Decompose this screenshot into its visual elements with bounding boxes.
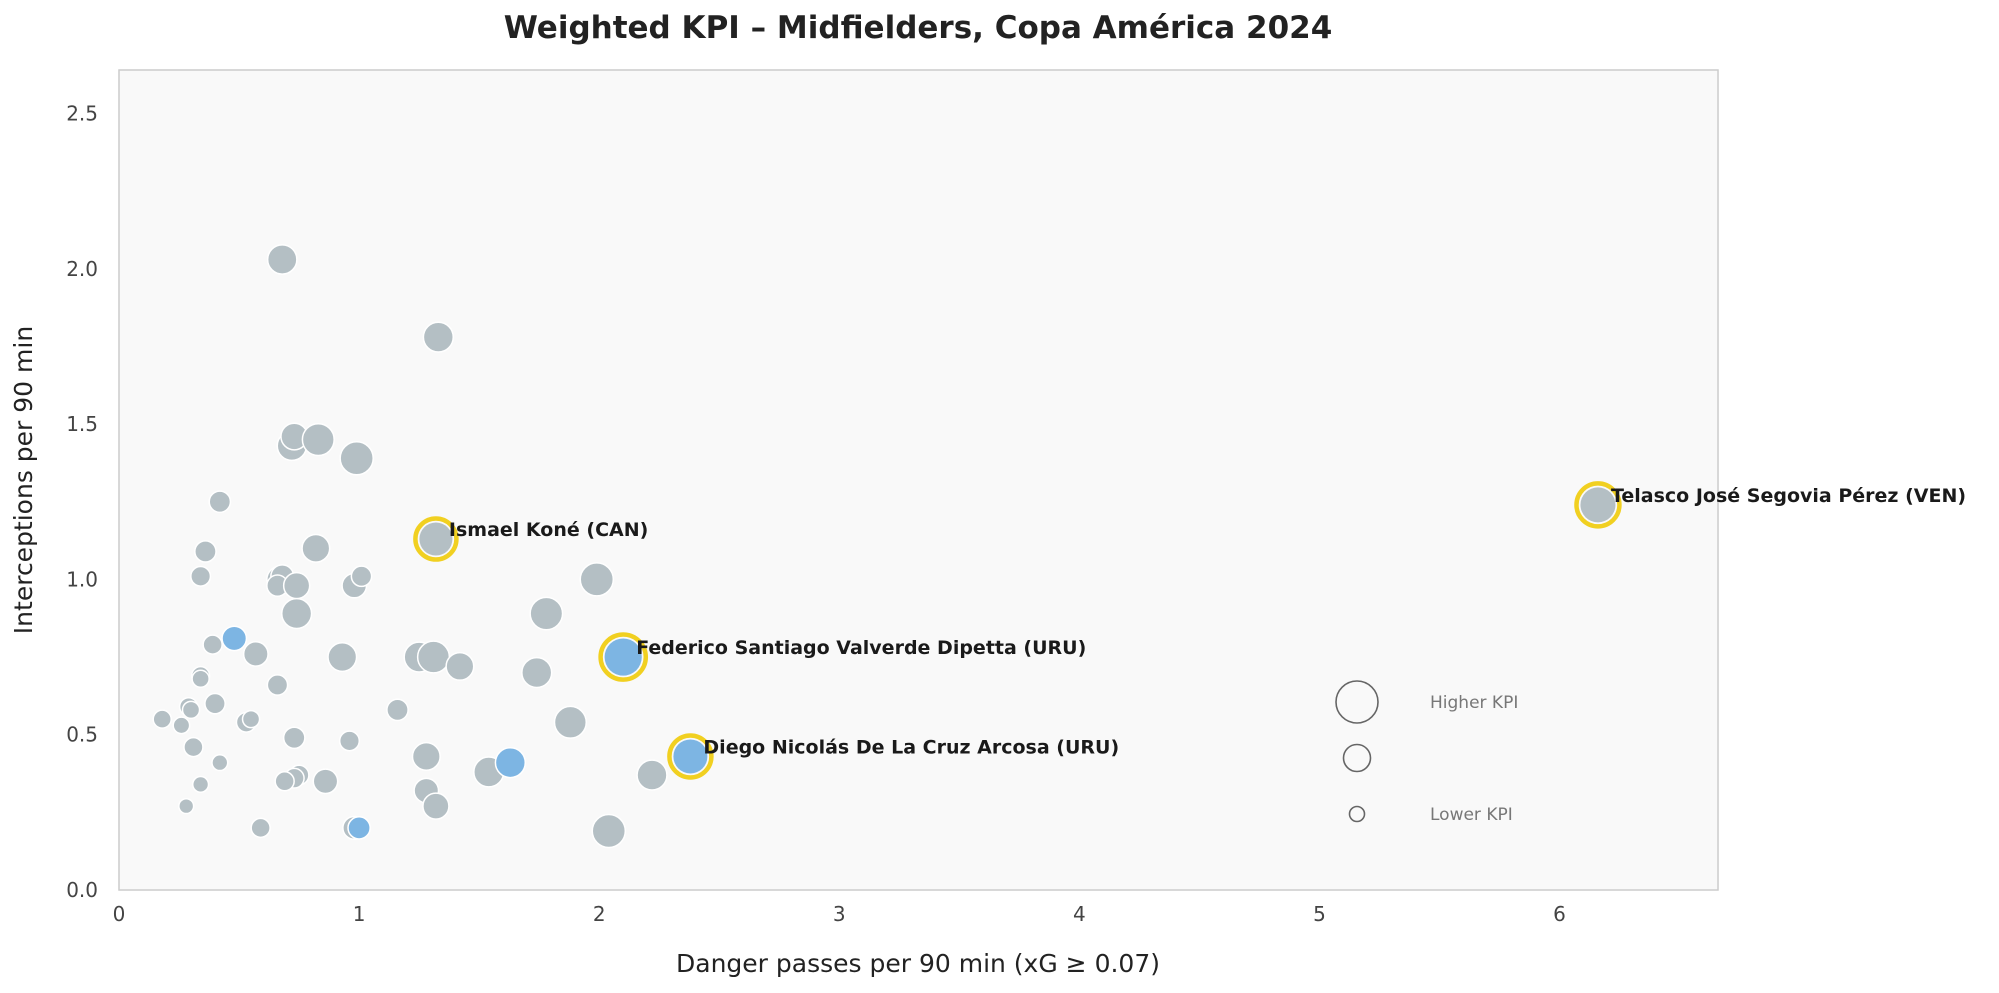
y-tick-label: 1.5 [66, 412, 98, 436]
data-point [242, 640, 269, 667]
y-axis: 0.0 0.5 1.0 1.5 2.0 2.5 [66, 101, 98, 902]
highlighted-players: Telasco José Segovia Pérez (VEN) Ismael K… [413, 481, 1966, 780]
x-tick-label: 6 [1553, 902, 1566, 926]
plot-area [118, 69, 1719, 891]
data-point [204, 692, 226, 715]
player-annotation: Diego Nicolás De La Cruz Arcosa (URU) [703, 736, 1119, 758]
x-axis: 0 1 2 3 4 5 6 [113, 902, 1566, 926]
data-point [350, 565, 373, 588]
data-point [190, 565, 212, 587]
data-point [266, 674, 289, 696]
highlight-ring [1574, 481, 1622, 529]
data-point [208, 490, 232, 514]
legend-label: Higher KPI [1430, 693, 1518, 713]
data-point [266, 244, 298, 275]
y-tick-label: 0.5 [66, 723, 98, 747]
data-point [338, 730, 361, 752]
data-point [529, 596, 564, 631]
legend-marker [1342, 743, 1372, 773]
data-point [181, 700, 201, 720]
data-point [282, 571, 311, 600]
data-point [274, 771, 295, 792]
highlight-ring [413, 516, 459, 562]
data-point [422, 321, 454, 353]
data-point [422, 792, 450, 820]
data-point [211, 754, 229, 772]
data-point [191, 669, 210, 689]
data-point [280, 597, 313, 630]
data-point [386, 698, 409, 722]
highlighted-point [1580, 487, 1616, 523]
data-point [339, 440, 374, 476]
highlighted-point [673, 739, 708, 774]
highlighted-point [604, 638, 642, 676]
data-point [416, 640, 451, 674]
legend-marker [1335, 680, 1379, 724]
x-tick-label: 2 [593, 902, 606, 926]
player-annotation: Telasco José Segovia Pérez (VEN) [1611, 485, 1966, 507]
highlighted-point [419, 522, 453, 556]
legend-label: Lower KPI [1430, 805, 1513, 825]
x-tick-label: 4 [1073, 902, 1086, 926]
data-point [553, 705, 587, 739]
y-tick-label: 2.0 [66, 257, 98, 281]
data-point [178, 797, 195, 815]
highlight-ring [598, 632, 649, 682]
data-point [241, 709, 261, 729]
size-legend: Higher KPI Lower KPI [1335, 680, 1518, 825]
data-point [202, 634, 223, 655]
data-point [192, 775, 210, 794]
data-point [172, 716, 191, 735]
highlight-ring [667, 733, 714, 780]
data-point [445, 651, 475, 681]
legend-marker [1348, 805, 1366, 823]
y-tick-label: 0.0 [66, 878, 98, 902]
data-point [301, 533, 331, 563]
data-point [494, 746, 527, 779]
x-tick-label: 3 [833, 902, 846, 926]
data-point [183, 736, 204, 758]
x-tick-label: 0 [113, 902, 126, 926]
x-tick-label: 1 [353, 902, 366, 926]
player-annotation: Ismael Koné (CAN) [449, 519, 648, 541]
data-point [591, 813, 627, 849]
data-point [301, 422, 335, 457]
data-point [327, 642, 358, 673]
data-point [250, 817, 271, 839]
data-point [194, 540, 217, 563]
chart-title: Weighted KPI – Midfielders, Copa América… [504, 10, 1333, 46]
data-point [221, 625, 248, 652]
x-tick-label: 5 [1313, 902, 1326, 926]
y-tick-label: 2.5 [66, 101, 98, 125]
data-point [579, 562, 615, 597]
data-point [411, 741, 441, 771]
x-axis-label: Danger passes per 90 min (xG ≥ 0.07) [676, 949, 1160, 978]
data-points [152, 244, 668, 849]
y-axis-label: Interceptions per 90 min [9, 326, 38, 634]
data-point [347, 816, 371, 840]
data-point [152, 709, 172, 729]
data-point [312, 768, 339, 795]
y-tick-label: 1.0 [66, 567, 98, 591]
data-point [282, 726, 306, 750]
data-point [521, 656, 553, 689]
player-annotation: Federico Santiago Valverde Dipetta (URU) [636, 637, 1086, 659]
data-point [636, 759, 668, 791]
